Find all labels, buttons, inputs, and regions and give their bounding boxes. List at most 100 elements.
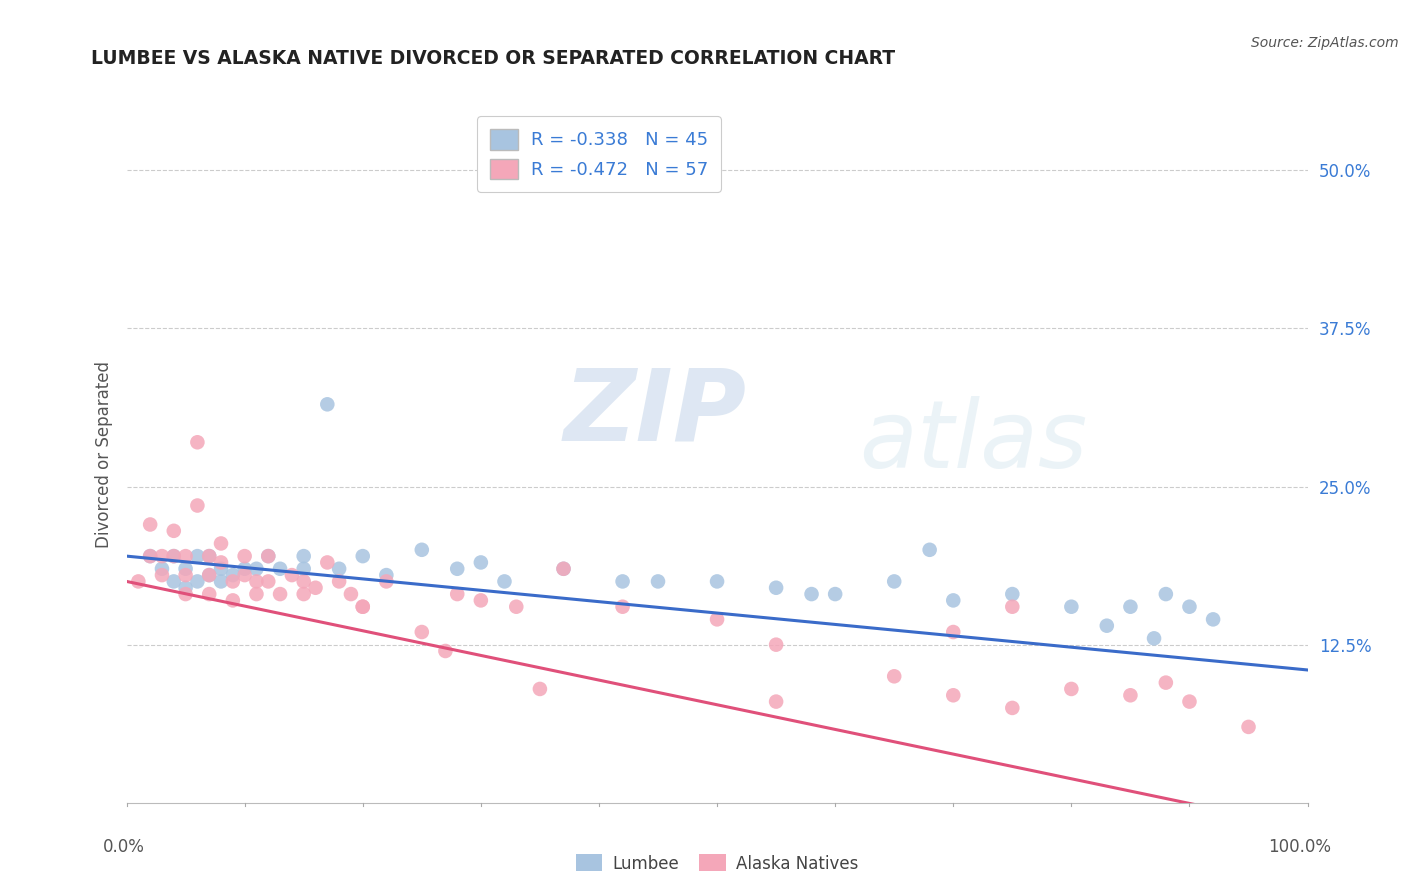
Point bbox=[163, 524, 186, 538]
Point bbox=[553, 562, 575, 576]
Point bbox=[245, 587, 267, 601]
Point bbox=[612, 574, 634, 589]
Point bbox=[222, 568, 245, 582]
Point bbox=[328, 574, 350, 589]
Point bbox=[765, 638, 787, 652]
Point bbox=[612, 599, 634, 614]
Text: 100.0%: 100.0% bbox=[1268, 838, 1331, 855]
Point bbox=[1001, 701, 1024, 715]
Point bbox=[150, 549, 173, 563]
Point bbox=[1001, 587, 1024, 601]
Point bbox=[209, 536, 232, 550]
Point bbox=[340, 587, 363, 601]
Text: 0.0%: 0.0% bbox=[103, 838, 145, 855]
Point bbox=[186, 499, 208, 513]
Point bbox=[139, 517, 162, 532]
Point bbox=[150, 568, 173, 582]
Point bbox=[257, 549, 280, 563]
Point bbox=[222, 593, 245, 607]
Point bbox=[198, 568, 221, 582]
Point bbox=[139, 549, 162, 563]
Point bbox=[505, 599, 527, 614]
Point bbox=[1178, 599, 1201, 614]
Point bbox=[198, 587, 221, 601]
Point bbox=[257, 549, 280, 563]
Point bbox=[411, 625, 433, 640]
Text: LUMBEE VS ALASKA NATIVE DIVORCED OR SEPARATED CORRELATION CHART: LUMBEE VS ALASKA NATIVE DIVORCED OR SEPA… bbox=[91, 49, 896, 68]
Point bbox=[316, 397, 339, 411]
Point bbox=[1119, 599, 1142, 614]
Point bbox=[198, 549, 221, 563]
Point bbox=[233, 549, 256, 563]
Point bbox=[942, 625, 965, 640]
Point bbox=[375, 568, 398, 582]
Point bbox=[434, 644, 457, 658]
Point bbox=[352, 599, 374, 614]
Point bbox=[174, 581, 197, 595]
Point bbox=[942, 593, 965, 607]
Point bbox=[1154, 675, 1177, 690]
Point bbox=[1001, 599, 1024, 614]
Point bbox=[1154, 587, 1177, 601]
Point bbox=[446, 562, 468, 576]
Point bbox=[163, 549, 186, 563]
Text: atlas: atlas bbox=[859, 395, 1087, 486]
Point bbox=[942, 688, 965, 702]
Point bbox=[647, 574, 669, 589]
Point bbox=[209, 556, 232, 570]
Point bbox=[1060, 681, 1083, 696]
Point bbox=[292, 574, 315, 589]
Point bbox=[494, 574, 516, 589]
Point bbox=[918, 542, 941, 557]
Text: ZIP: ZIP bbox=[564, 365, 747, 462]
Point bbox=[706, 574, 728, 589]
Point bbox=[1178, 695, 1201, 709]
Point bbox=[304, 581, 326, 595]
Point bbox=[824, 587, 846, 601]
Point bbox=[233, 568, 256, 582]
Point bbox=[1143, 632, 1166, 646]
Point bbox=[1095, 618, 1118, 632]
Point bbox=[269, 562, 291, 576]
Point bbox=[706, 612, 728, 626]
Point bbox=[292, 562, 315, 576]
Point bbox=[446, 587, 468, 601]
Legend: Lumbee, Alaska Natives: Lumbee, Alaska Natives bbox=[569, 847, 865, 880]
Point bbox=[127, 574, 149, 589]
Point bbox=[150, 562, 173, 576]
Point bbox=[209, 562, 232, 576]
Point bbox=[470, 556, 492, 570]
Point bbox=[352, 599, 374, 614]
Point bbox=[1202, 612, 1225, 626]
Point bbox=[233, 562, 256, 576]
Point bbox=[174, 562, 197, 576]
Point bbox=[553, 562, 575, 576]
Point bbox=[883, 669, 905, 683]
Point bbox=[765, 695, 787, 709]
Y-axis label: Divorced or Separated: Divorced or Separated bbox=[94, 361, 112, 549]
Point bbox=[800, 587, 823, 601]
Point bbox=[163, 574, 186, 589]
Point bbox=[292, 549, 315, 563]
Point bbox=[883, 574, 905, 589]
Point bbox=[411, 542, 433, 557]
Point bbox=[1119, 688, 1142, 702]
Point bbox=[292, 587, 315, 601]
Point bbox=[269, 587, 291, 601]
Point bbox=[139, 549, 162, 563]
Point bbox=[186, 574, 208, 589]
Point bbox=[470, 593, 492, 607]
Point bbox=[765, 581, 787, 595]
Point bbox=[186, 549, 208, 563]
Point bbox=[174, 549, 197, 563]
Text: Source: ZipAtlas.com: Source: ZipAtlas.com bbox=[1251, 36, 1399, 50]
Point bbox=[257, 574, 280, 589]
Point bbox=[245, 562, 267, 576]
Point bbox=[1060, 599, 1083, 614]
Point bbox=[174, 587, 197, 601]
Point bbox=[209, 574, 232, 589]
Point bbox=[281, 568, 304, 582]
Point bbox=[198, 568, 221, 582]
Point bbox=[174, 568, 197, 582]
Point bbox=[186, 435, 208, 450]
